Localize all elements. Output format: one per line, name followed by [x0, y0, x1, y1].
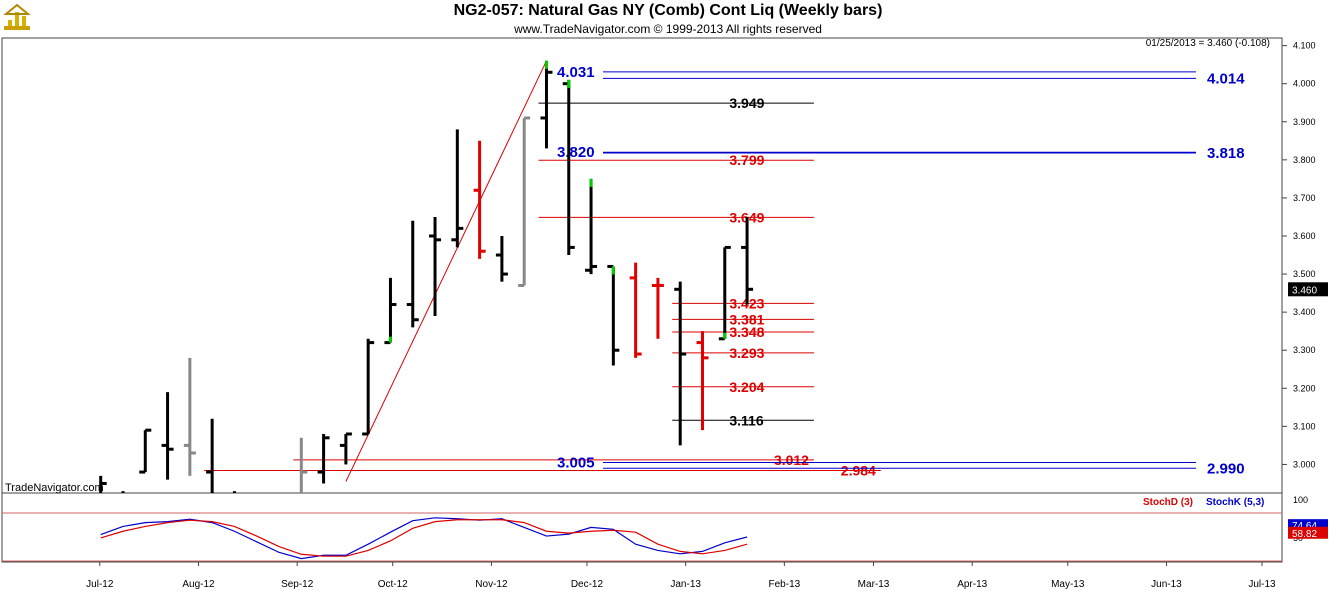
y-tick-label: 3.700 — [1293, 193, 1316, 203]
x-tick-label: Sep-12 — [281, 579, 314, 590]
blue-level-label-left: 3.820 — [557, 144, 595, 161]
x-tick-label: Apr-13 — [957, 579, 987, 590]
blue-level-label-left: 4.031 — [557, 64, 595, 81]
level-label: 2.984 — [841, 463, 876, 479]
x-tick-label: Oct-12 — [378, 579, 408, 590]
tradenavigator-logo-icon — [2, 2, 32, 32]
y-tick-label: 3.200 — [1293, 383, 1316, 393]
legend-stochk: StochK (5,3) — [1206, 497, 1264, 508]
stochastic-panel — [1, 492, 1283, 563]
x-tick-label: Nov-12 — [475, 579, 508, 590]
blue-level-label-right: 2.990 — [1207, 460, 1245, 477]
header-readout: 01/25/2013 = 3.460 (-0.108) — [1146, 38, 1270, 49]
level-label: 3.293 — [729, 345, 764, 361]
level-label: 3.381 — [729, 311, 764, 327]
y-tick-label: 3.500 — [1293, 269, 1316, 279]
level-label: 3.116 — [729, 412, 763, 428]
blue-level-label-left: 3.005 — [557, 455, 595, 472]
blue-level-label-right: 3.818 — [1207, 145, 1245, 162]
trendline — [345, 60, 547, 482]
y-tick-label: 3.000 — [1293, 459, 1316, 469]
y-tick-label: 3.400 — [1293, 307, 1316, 317]
y-tick-label: 3.900 — [1293, 117, 1316, 127]
legend-stochd: StochD (3) — [1143, 497, 1193, 508]
x-tick-label: Jul-12 — [86, 579, 114, 590]
y-tick-label: 3.600 — [1293, 231, 1316, 241]
stochd-last-box — [1288, 526, 1328, 539]
y-tick-label: 3.300 — [1293, 345, 1316, 355]
level-label: 3.012 — [774, 452, 809, 468]
watermark-text: TradeNavigator.com — [5, 482, 104, 494]
x-tick-label: Dec-12 — [571, 579, 604, 590]
price-plot-border — [1, 37, 1283, 494]
stoch-line — [100, 517, 748, 560]
x-tick-label: Jun-13 — [1151, 579, 1182, 590]
stochd-last-label: 58.82 — [1292, 529, 1317, 540]
y-tick-label: 4.100 — [1293, 41, 1316, 51]
ohlc-bars — [99, 60, 754, 493]
x-tick-label: May-13 — [1051, 579, 1085, 590]
axes: 01/25/2013 = 3.460 (-0.108) 4.100 4.000 3.9… — [5, 38, 1328, 590]
stoch-line — [100, 519, 748, 557]
osc-plot-border — [1, 492, 1283, 563]
last-price-box — [1288, 282, 1328, 297]
y-tick-label: 3.800 — [1293, 155, 1316, 165]
level-label: 3.348 — [729, 324, 764, 340]
y-tick-label: 4.000 — [1293, 79, 1316, 89]
chart-title: NG2-057: Natural Gas NY (Comb) Cont Liq … — [453, 2, 883, 19]
y-tick-label: 3.100 — [1293, 421, 1316, 431]
copyright-text: www.TradeNavigator.com © 1999-2013 All r… — [514, 22, 822, 36]
level-label: 3.799 — [729, 152, 764, 168]
x-tick-label: Feb-13 — [769, 579, 801, 590]
osc-y-tick-label: 100 — [1293, 495, 1308, 505]
level-label: 3.949 — [729, 95, 764, 111]
last-price-label: 3.460 — [1292, 285, 1317, 296]
x-tick-label: Jan-13 — [670, 579, 701, 590]
x-tick-label: Mar-13 — [858, 579, 890, 590]
stochk-last-label: 74.64 — [1292, 521, 1317, 532]
x-tick-label: Aug-12 — [182, 579, 215, 590]
price-levels: 3.9493.7993.6493.4233.3813.3483.2933.204… — [204, 60, 1245, 482]
blue-level-label-right: 4.014 — [1207, 70, 1245, 87]
price-panel — [1, 37, 1283, 494]
level-label: 3.204 — [729, 379, 764, 395]
x-tick-label: Jul-13 — [1248, 579, 1276, 590]
